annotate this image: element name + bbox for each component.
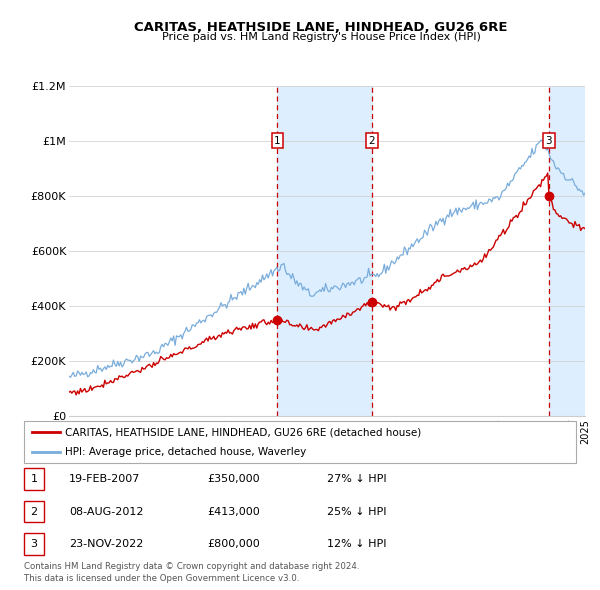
Text: 27% ↓ HPI: 27% ↓ HPI [327,474,386,484]
Text: This data is licensed under the Open Government Licence v3.0.: This data is licensed under the Open Gov… [24,574,299,583]
Text: £800,000: £800,000 [207,539,260,549]
Bar [277,86,372,416]
Text: 23-NOV-2022: 23-NOV-2022 [69,539,143,549]
Text: 08-AUG-2012: 08-AUG-2012 [69,507,143,516]
FancyBboxPatch shape [24,421,576,463]
Text: 19-FEB-2007: 19-FEB-2007 [69,474,140,484]
Text: Contains HM Land Registry data © Crown copyright and database right 2024.: Contains HM Land Registry data © Crown c… [24,562,359,571]
Text: 12% ↓ HPI: 12% ↓ HPI [327,539,386,549]
Bar [549,86,585,416]
Text: 1: 1 [274,136,281,146]
Text: HPI: Average price, detached house, Waverley: HPI: Average price, detached house, Wave… [65,447,307,457]
Text: 1: 1 [31,474,37,484]
Text: 2: 2 [368,136,375,146]
Text: 2: 2 [31,507,37,516]
Text: £413,000: £413,000 [207,507,260,516]
Text: 3: 3 [31,539,37,549]
Text: 3: 3 [545,136,552,146]
Text: CARITAS, HEATHSIDE LANE, HINDHEAD, GU26 6RE: CARITAS, HEATHSIDE LANE, HINDHEAD, GU26 … [134,21,508,34]
Text: £350,000: £350,000 [207,474,260,484]
Text: 25% ↓ HPI: 25% ↓ HPI [327,507,386,516]
Text: CARITAS, HEATHSIDE LANE, HINDHEAD, GU26 6RE (detached house): CARITAS, HEATHSIDE LANE, HINDHEAD, GU26 … [65,427,422,437]
Text: Price paid vs. HM Land Registry's House Price Index (HPI): Price paid vs. HM Land Registry's House … [161,32,481,42]
